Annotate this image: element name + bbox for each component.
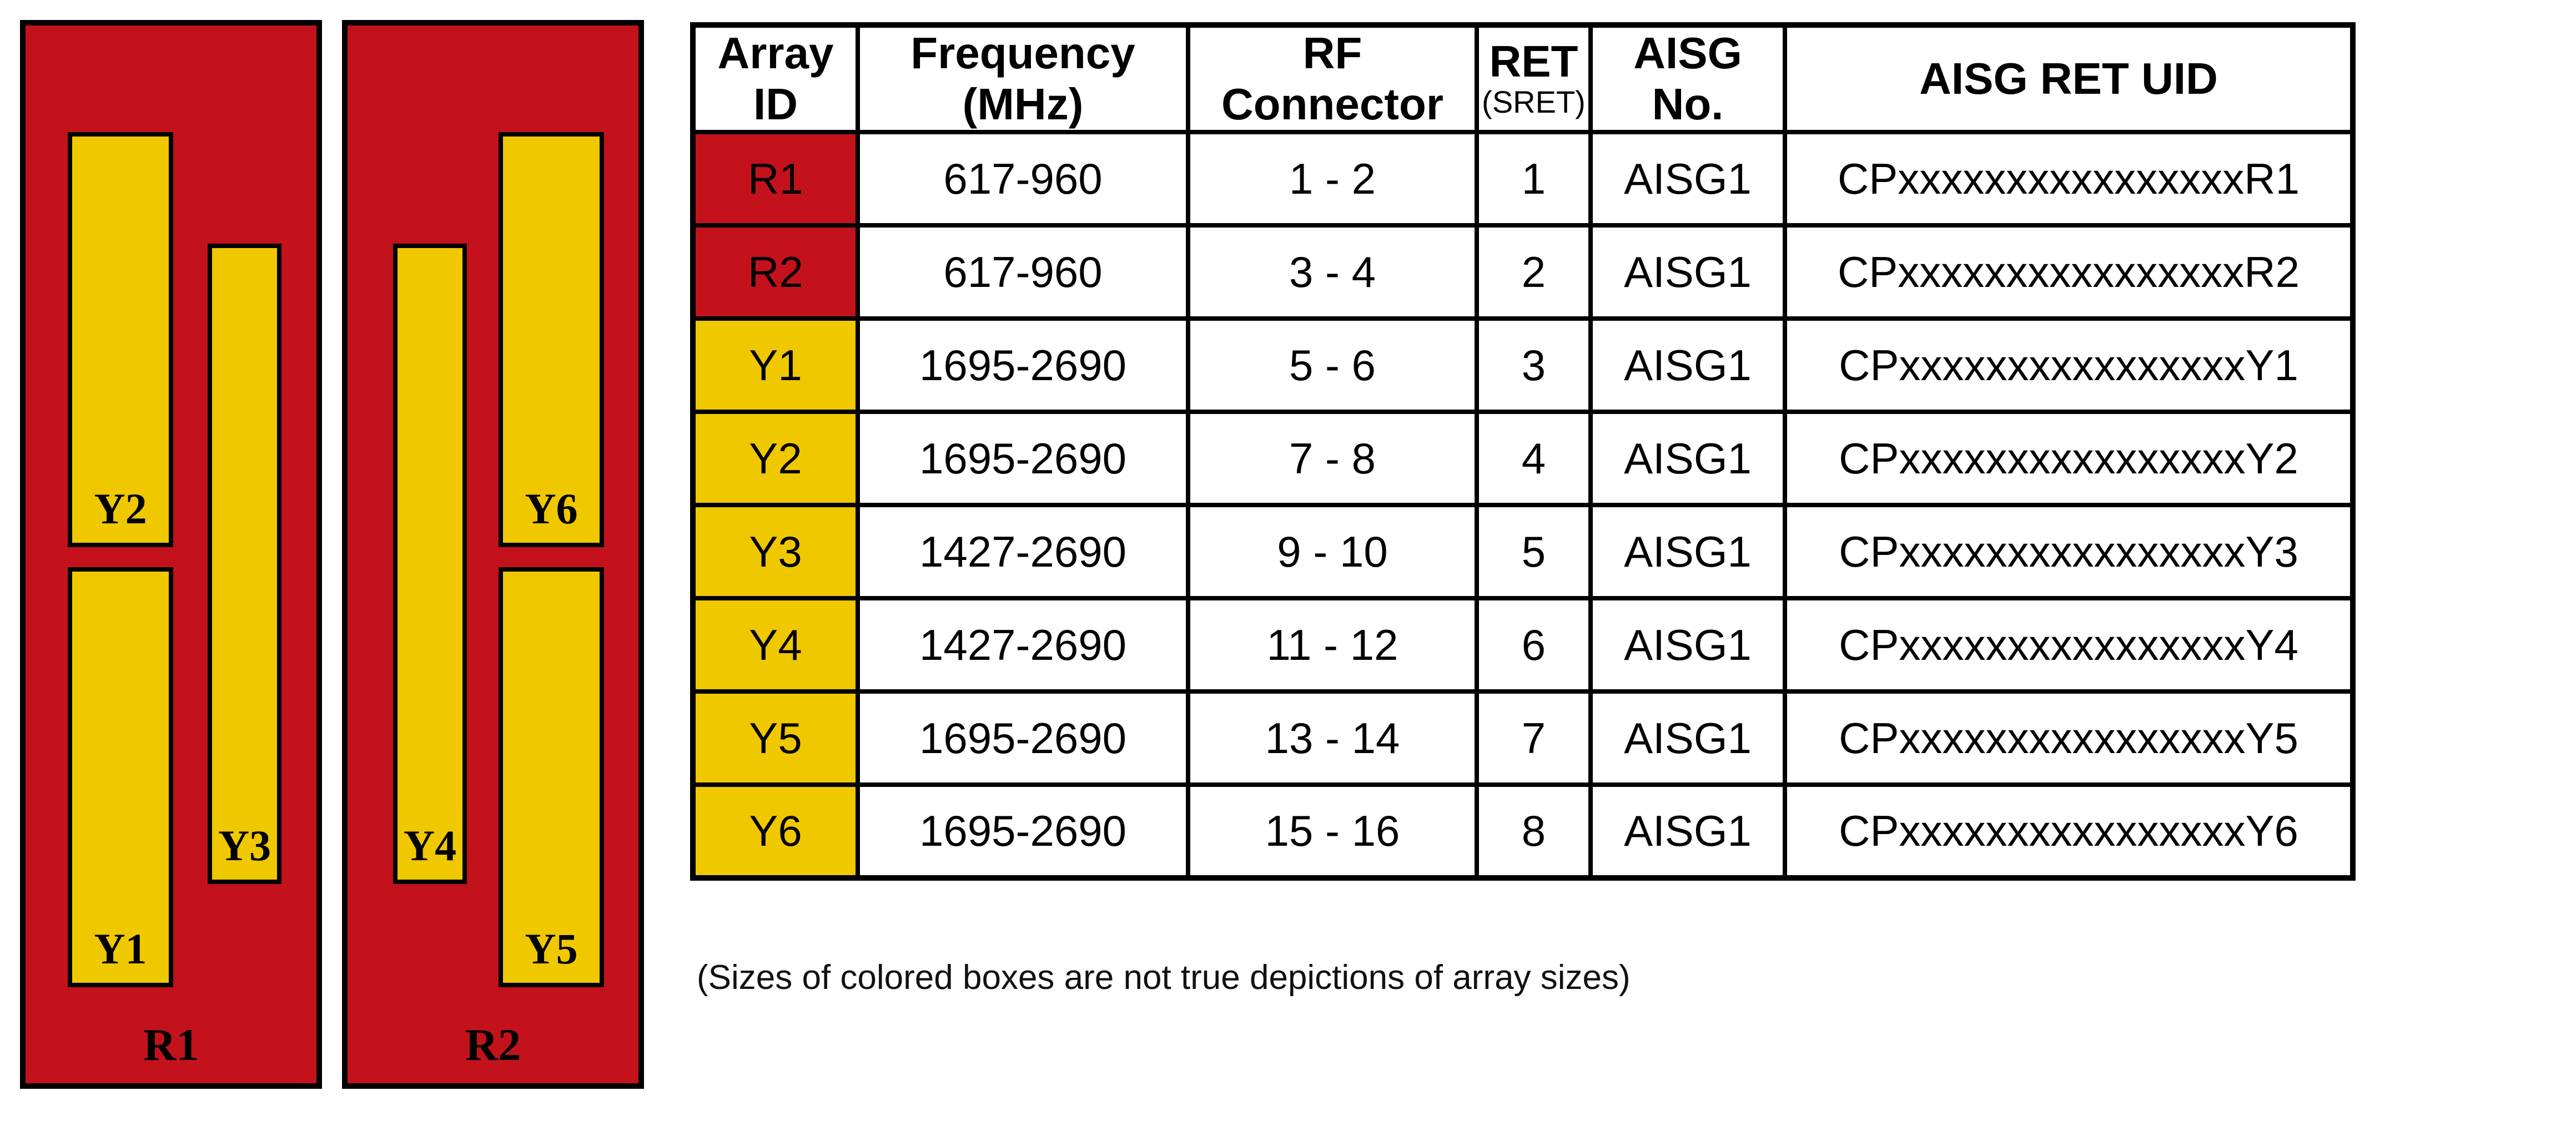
table-row: R2 617-960 3 - 4 2 AISG1 CPxxxxxxxxxxxxx… bbox=[691, 223, 2355, 321]
array-box-y5: Y5 bbox=[499, 567, 604, 987]
col-header-ret-main: RET bbox=[1489, 37, 1578, 87]
cell-frequency: 1695-2690 bbox=[856, 316, 1190, 414]
cell-ret: 6 bbox=[1475, 596, 1593, 694]
cell-aisg-no: AISG1 bbox=[1588, 316, 1787, 414]
cell-frequency: 1695-2690 bbox=[856, 689, 1190, 787]
array-box-label: Y4 bbox=[403, 821, 457, 870]
table-header-row: Array ID Frequency (MHz) RF Connector RE… bbox=[691, 23, 2355, 134]
table-row: Y5 1695-2690 13 - 14 7 AISG1 CPxxxxxxxxx… bbox=[691, 689, 2355, 787]
cell-rf-connector: 9 - 10 bbox=[1186, 503, 1479, 600]
array-box-y1: Y1 bbox=[68, 567, 173, 987]
array-box-y6: Y6 bbox=[499, 132, 604, 547]
cell-array-id: Y2 bbox=[691, 410, 860, 507]
cell-rf-connector: 5 - 6 bbox=[1186, 316, 1479, 414]
cell-array-id: Y4 bbox=[691, 596, 860, 694]
cell-frequency: 1695-2690 bbox=[856, 782, 1190, 880]
cell-aisg-ret-uid: CPxxxxxxxxxxxxxxxxY6 bbox=[1783, 782, 2355, 880]
cell-aisg-no: AISG1 bbox=[1588, 503, 1787, 600]
array-box-y2: Y2 bbox=[68, 132, 173, 547]
col-header-ret: RET (SRET) bbox=[1475, 23, 1593, 134]
cell-ret: 2 bbox=[1475, 223, 1593, 321]
table-row: Y4 1427-2690 11 - 12 6 AISG1 CPxxxxxxxxx… bbox=[691, 596, 2355, 694]
array-box-y3: Y3 bbox=[208, 244, 281, 884]
cell-rf-connector: 3 - 4 bbox=[1186, 223, 1479, 321]
array-box-label: Y3 bbox=[218, 821, 271, 870]
cell-ret: 8 bbox=[1475, 782, 1593, 880]
cell-aisg-ret-uid: CPxxxxxxxxxxxxxxxxY5 bbox=[1783, 689, 2355, 787]
cell-ret: 5 bbox=[1475, 503, 1593, 600]
cell-ret: 7 bbox=[1475, 689, 1593, 787]
array-box-label: Y5 bbox=[525, 925, 578, 973]
cell-array-id: Y5 bbox=[691, 689, 860, 787]
cell-ret: 4 bbox=[1475, 410, 1593, 507]
cell-aisg-no: AISG1 bbox=[1588, 130, 1787, 228]
array-panel-r1: Y2 Y1 Y3 R1 bbox=[20, 20, 322, 1089]
cell-rf-connector: 11 - 12 bbox=[1186, 596, 1479, 694]
cell-aisg-ret-uid: CPxxxxxxxxxxxxxxxxY3 bbox=[1783, 503, 2355, 600]
cell-aisg-no: AISG1 bbox=[1588, 689, 1787, 787]
cell-array-id: Y6 bbox=[691, 782, 860, 880]
cell-ret: 3 bbox=[1475, 316, 1593, 414]
array-panel-r2: Y4 Y6 Y5 R2 bbox=[342, 20, 644, 1089]
cell-frequency: 1427-2690 bbox=[856, 503, 1190, 600]
col-header-aisg-no: AISG No. bbox=[1588, 23, 1787, 134]
array-box-y4: Y4 bbox=[393, 244, 467, 884]
array-box-label: Y1 bbox=[94, 925, 147, 973]
col-header-ret-sub: (SRET) bbox=[1482, 84, 1586, 120]
table-row: Y6 1695-2690 15 - 16 8 AISG1 CPxxxxxxxxx… bbox=[691, 782, 2355, 880]
cell-ret: 1 bbox=[1475, 130, 1593, 228]
table-row: Y1 1695-2690 5 - 6 3 AISG1 CPxxxxxxxxxxx… bbox=[691, 316, 2355, 414]
cell-rf-connector: 15 - 16 bbox=[1186, 782, 1479, 880]
cell-aisg-no: AISG1 bbox=[1588, 410, 1787, 507]
col-header-aisg-ret-uid: AISG RET UID bbox=[1783, 23, 2355, 134]
note-text: (Sizes of colored boxes are not true dep… bbox=[697, 958, 1631, 997]
cell-aisg-ret-uid: CPxxxxxxxxxxxxxxxxR1 bbox=[1783, 130, 2355, 228]
cell-frequency: 617-960 bbox=[856, 223, 1190, 321]
cell-frequency: 617-960 bbox=[856, 130, 1190, 228]
col-header-frequency: Frequency (MHz) bbox=[856, 23, 1190, 134]
cell-aisg-no: AISG1 bbox=[1588, 223, 1787, 321]
cell-aisg-no: AISG1 bbox=[1588, 782, 1787, 880]
panel-label-r1: R1 bbox=[143, 1019, 199, 1070]
col-header-array-id: Array ID bbox=[691, 23, 860, 134]
array-box-label: Y2 bbox=[94, 484, 147, 533]
panel-label-r2: R2 bbox=[465, 1019, 521, 1070]
col-header-rf-connector: RF Connector bbox=[1186, 23, 1479, 134]
table-row: R1 617-960 1 - 2 1 AISG1 CPxxxxxxxxxxxxx… bbox=[691, 130, 2355, 228]
table-row: Y3 1427-2690 9 - 10 5 AISG1 CPxxxxxxxxxx… bbox=[691, 503, 2355, 600]
cell-aisg-ret-uid: CPxxxxxxxxxxxxxxxxY4 bbox=[1783, 596, 2355, 694]
cell-frequency: 1695-2690 bbox=[856, 410, 1190, 507]
cell-rf-connector: 1 - 2 bbox=[1186, 130, 1479, 228]
array-box-label: Y6 bbox=[525, 484, 578, 533]
antenna-config-table: Array ID Frequency (MHz) RF Connector RE… bbox=[690, 22, 2356, 881]
cell-rf-connector: 7 - 8 bbox=[1186, 410, 1479, 507]
cell-array-id: R1 bbox=[691, 130, 860, 228]
cell-array-id: Y3 bbox=[691, 503, 860, 600]
table-row: Y2 1695-2690 7 - 8 4 AISG1 CPxxxxxxxxxxx… bbox=[691, 410, 2355, 507]
cell-aisg-ret-uid: CPxxxxxxxxxxxxxxxxR2 bbox=[1783, 223, 2355, 321]
cell-frequency: 1427-2690 bbox=[856, 596, 1190, 694]
cell-aisg-ret-uid: CPxxxxxxxxxxxxxxxxY1 bbox=[1783, 316, 2355, 414]
cell-rf-connector: 13 - 14 bbox=[1186, 689, 1479, 787]
cell-array-id: R2 bbox=[691, 223, 860, 321]
cell-aisg-no: AISG1 bbox=[1588, 596, 1787, 694]
cell-array-id: Y1 bbox=[691, 316, 860, 414]
cell-aisg-ret-uid: CPxxxxxxxxxxxxxxxxY2 bbox=[1783, 410, 2355, 507]
